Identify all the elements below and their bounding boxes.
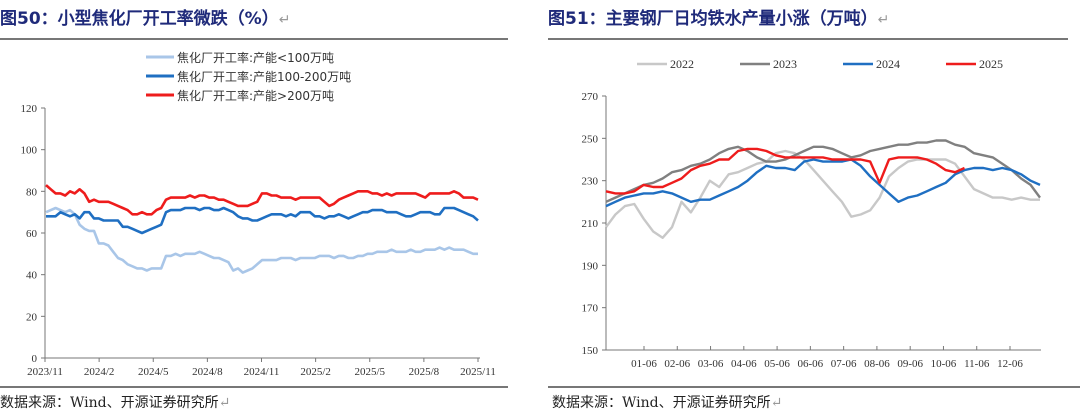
left-x-tick-label: 2024/2	[84, 366, 115, 378]
left-y-tick-label: 0	[32, 353, 38, 365]
right-x-tick-label: 02-06	[664, 358, 690, 370]
left-legend-label-1: 焦化厂开工率:产能100-200万吨	[177, 69, 351, 84]
right-legend-label-2: 2024	[876, 57, 900, 71]
return-mark-icon: ↵	[770, 395, 783, 411]
right-title-rule	[548, 38, 1068, 40]
right-x-tick-label: 07-06	[831, 358, 857, 370]
return-mark-icon: ↵	[278, 12, 291, 28]
right-x-tick-label: 03-06	[698, 358, 724, 370]
right-series-line-1	[605, 139, 1041, 203]
left-series-line-1	[46, 206, 479, 235]
right-series-line-0	[605, 149, 1040, 240]
left-x-tick-label: 2025/2	[300, 366, 331, 378]
right-x-tick-label: 12-06	[997, 358, 1023, 370]
left-source-text: 数据来源：Wind、开源证券研究所	[0, 395, 219, 411]
right-legend-label-3: 2025	[979, 57, 1003, 71]
right-x-tick-label: 04-06	[731, 358, 757, 370]
left-y-tick-label: 20	[26, 311, 38, 323]
right-x-tick-label: 09-06	[897, 358, 923, 370]
left-y-tick-label: 100	[21, 145, 38, 157]
right-x-tick-label: 10-06	[931, 358, 957, 370]
right-legend-label-1: 2023	[773, 57, 797, 71]
right-y-tick-label: 190	[582, 260, 599, 272]
left-x-tick-label: 2023/11	[27, 366, 63, 378]
right-y-tick-label: 150	[582, 345, 599, 357]
left-series-line-0	[45, 206, 478, 274]
return-mark-icon: ↵	[877, 12, 890, 28]
right-y-tick-label: 250	[582, 133, 599, 145]
right-y-tick-label: 210	[582, 218, 599, 230]
left-chart-title: 图50：小型焦化厂开工率微跌（%）↵	[0, 4, 290, 29]
right-x-tick-label: 01-06	[631, 358, 657, 370]
right-x-tick-label: 05-06	[764, 358, 790, 370]
right-chart-title: 图51：主要钢厂日均铁水产量小涨（万吨）↵	[548, 4, 889, 29]
left-x-tick-label: 2024/8	[192, 366, 223, 378]
left-y-tick-label: 120	[21, 103, 38, 115]
right-y-tick-label: 270	[582, 91, 599, 103]
right-x-tick-label: 06-06	[798, 358, 824, 370]
right-series-line-3	[605, 147, 965, 195]
left-series-line-2	[45, 184, 479, 216]
right-y-tick-label: 230	[582, 176, 599, 188]
left-x-tick-label: 2024/5	[138, 366, 169, 378]
left-x-tick-label: 2025/11	[460, 366, 496, 378]
right-legend-label-0: 2022	[670, 57, 694, 71]
right-x-tick-label: 08-06	[864, 358, 890, 370]
left-legend-label-2: 焦化厂开工率:产能>200万吨	[177, 88, 334, 103]
left-x-tick-label: 2025/5	[354, 366, 385, 378]
right-source-text: 数据来源：Wind、开源证券研究所	[552, 395, 771, 411]
left-y-tick-label: 60	[26, 228, 38, 240]
left-x-tick-label: 2025/8	[409, 366, 440, 378]
right-x-tick-label: 11-06	[964, 358, 990, 370]
left-title-rule	[0, 38, 508, 40]
left-title-text: 图50：小型焦化厂开工率微跌（%）	[0, 9, 279, 29]
return-mark-icon: ↵	[218, 395, 231, 411]
left-y-tick-label: 40	[26, 270, 38, 282]
left-source-rule	[0, 386, 508, 388]
left-y-tick-label: 80	[26, 186, 38, 198]
right-source-rule	[548, 386, 1080, 388]
right-title-text: 图51：主要钢厂日均铁水产量小涨（万吨）	[548, 9, 878, 29]
right-series-line-2	[605, 158, 1041, 208]
left-x-tick-label: 2024/11	[244, 366, 280, 378]
left-source: 数据来源：Wind、开源证券研究所↵	[0, 392, 230, 412]
left-legend-label-0: 焦化厂开工率:产能<100万吨	[177, 50, 334, 65]
right-source: 数据来源：Wind、开源证券研究所↵	[552, 392, 782, 412]
right-y-tick-label: 170	[582, 303, 599, 315]
